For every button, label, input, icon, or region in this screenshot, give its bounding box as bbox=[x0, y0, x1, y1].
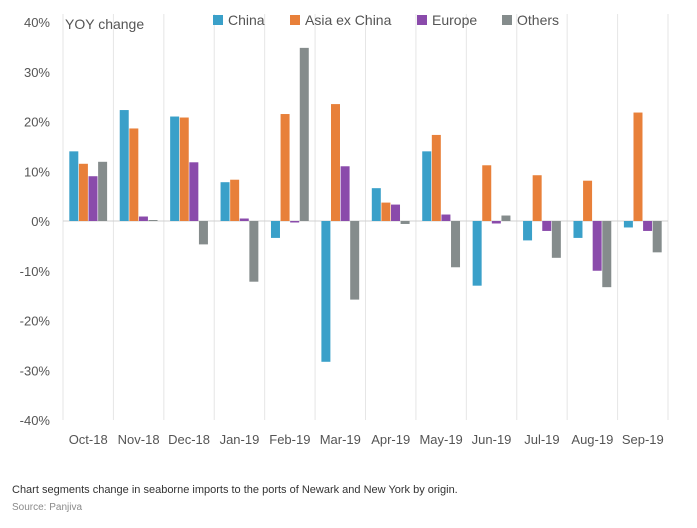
bar-china bbox=[573, 221, 583, 238]
x-tick-label: Oct-18 bbox=[69, 432, 108, 447]
y-tick-label: -10% bbox=[20, 264, 51, 279]
bar-europe bbox=[88, 176, 98, 221]
bar-china bbox=[170, 116, 180, 221]
bar-europe bbox=[643, 221, 653, 231]
bar-asia-ex-china bbox=[179, 117, 189, 221]
bar-europe bbox=[441, 214, 451, 221]
x-tick-label: Jan-19 bbox=[220, 432, 260, 447]
bar-china bbox=[119, 110, 129, 221]
bar-china bbox=[270, 221, 280, 238]
bar-asia-ex-china bbox=[78, 163, 88, 221]
y-tick-label: -40% bbox=[20, 413, 51, 428]
legend-swatch bbox=[290, 15, 300, 25]
bar-europe bbox=[592, 221, 602, 271]
bar-europe bbox=[542, 221, 552, 231]
bar-china bbox=[321, 221, 331, 362]
bar-china bbox=[623, 221, 633, 228]
y-tick-label: 10% bbox=[24, 164, 50, 179]
bar-others bbox=[400, 221, 410, 224]
bar-asia-ex-china bbox=[532, 175, 542, 221]
bar-asia-ex-china bbox=[230, 179, 240, 221]
x-tick-label: Dec-18 bbox=[168, 432, 210, 447]
bar-others bbox=[198, 221, 208, 245]
legend-swatch bbox=[213, 15, 223, 25]
y-tick-label: 0% bbox=[31, 214, 50, 229]
bar-others bbox=[249, 221, 259, 282]
x-tick-label: Mar-19 bbox=[320, 432, 361, 447]
source-note: Source: Panjiva bbox=[12, 502, 83, 513]
y-tick-label: -30% bbox=[20, 363, 51, 378]
x-tick-label: Apr-19 bbox=[371, 432, 410, 447]
x-tick-label: Jun-19 bbox=[472, 432, 512, 447]
bar-europe bbox=[138, 216, 148, 221]
x-tick-label: Sep-19 bbox=[622, 432, 664, 447]
bar-europe bbox=[340, 166, 350, 221]
x-tick-label: Feb-19 bbox=[269, 432, 310, 447]
y-tick-label: 30% bbox=[24, 65, 50, 80]
bar-others bbox=[551, 221, 561, 258]
y-axis-label: YOY change bbox=[65, 16, 144, 32]
bar-others bbox=[602, 221, 612, 288]
bar-europe bbox=[189, 162, 199, 221]
bar-china bbox=[523, 221, 533, 241]
bar-china bbox=[422, 151, 432, 221]
bar-others bbox=[652, 221, 662, 253]
bar-china bbox=[220, 182, 230, 221]
legend-label: Europe bbox=[432, 12, 477, 28]
bar-chart: 40% 30% 20% 10% 0% -10% -20% -30% -40% YOY change… bbox=[20, 12, 669, 447]
y-tick-label: -20% bbox=[20, 314, 51, 329]
legend-label: China bbox=[228, 12, 265, 28]
legend-label: Others bbox=[517, 12, 559, 28]
bar-europe bbox=[391, 204, 401, 221]
bar-europe bbox=[491, 221, 501, 224]
legend-label: Asia ex China bbox=[305, 12, 392, 28]
bar-asia-ex-china bbox=[280, 114, 290, 221]
x-tick-label: Jul-19 bbox=[524, 432, 559, 447]
bar-asia-ex-china bbox=[330, 104, 340, 221]
bar-europe bbox=[239, 218, 249, 221]
y-tick-label: 20% bbox=[24, 115, 50, 130]
bar-others bbox=[98, 161, 108, 221]
bar-china bbox=[69, 151, 79, 221]
legend-swatch bbox=[417, 15, 427, 25]
x-tick-label: May-19 bbox=[419, 432, 462, 447]
bar-china bbox=[472, 221, 482, 286]
bar-asia-ex-china bbox=[431, 134, 441, 221]
bar-others bbox=[148, 220, 158, 221]
bar-asia-ex-china bbox=[129, 128, 139, 221]
bar-china bbox=[371, 188, 381, 221]
bar-others bbox=[350, 221, 360, 300]
x-tick-label: Aug-19 bbox=[571, 432, 613, 447]
bar-europe bbox=[290, 221, 300, 223]
legend-swatch bbox=[502, 15, 512, 25]
x-tick-label: Nov-18 bbox=[118, 432, 160, 447]
bar-others bbox=[501, 215, 511, 221]
bar-asia-ex-china bbox=[482, 165, 492, 221]
chart-caption: Chart segments change in seaborne import… bbox=[12, 484, 458, 496]
y-tick-label: 40% bbox=[24, 15, 50, 30]
bar-others bbox=[451, 221, 461, 268]
bar-asia-ex-china bbox=[633, 112, 643, 221]
bar-asia-ex-china bbox=[381, 202, 391, 221]
bar-asia-ex-china bbox=[583, 180, 593, 221]
bar-others bbox=[299, 47, 309, 222]
